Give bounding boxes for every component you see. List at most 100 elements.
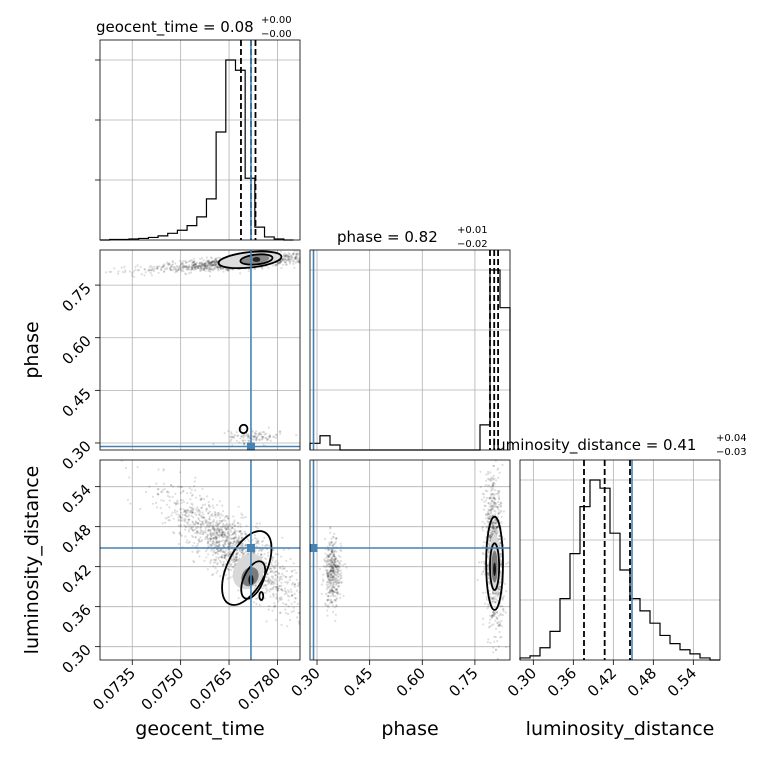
sample-point xyxy=(183,524,186,527)
sample-point xyxy=(208,275,211,278)
sample-point xyxy=(331,562,334,565)
sample-point xyxy=(148,266,151,269)
sample-point xyxy=(216,266,219,269)
sample-point xyxy=(498,491,501,494)
sample-point xyxy=(496,492,499,495)
sample-point xyxy=(293,585,296,588)
sample-point xyxy=(278,585,281,588)
sample-point xyxy=(177,516,180,519)
sample-point xyxy=(291,569,294,572)
sample-point xyxy=(271,564,274,567)
sample-point xyxy=(491,614,494,617)
sample-point xyxy=(486,490,489,493)
sample-point xyxy=(236,552,240,555)
sample-point xyxy=(236,540,239,544)
sample-point xyxy=(484,504,487,508)
sample-point xyxy=(215,257,218,260)
sample-point xyxy=(200,514,203,518)
sample-point xyxy=(271,588,275,591)
sample-point xyxy=(291,581,294,585)
sample-point xyxy=(268,604,271,607)
x-tick-label-phase: 0.75 xyxy=(445,664,481,700)
sample-point xyxy=(212,523,215,526)
sample-point xyxy=(224,525,227,528)
sample-point xyxy=(198,538,201,541)
sample-point xyxy=(197,538,200,542)
sample-point xyxy=(252,436,255,439)
sample-point xyxy=(294,583,297,586)
sample-point xyxy=(287,605,290,608)
sample-point xyxy=(489,477,492,480)
sample-point xyxy=(229,576,232,579)
sample-point xyxy=(294,597,297,600)
sample-point xyxy=(226,535,229,538)
sample-point xyxy=(242,552,246,556)
sample-point xyxy=(147,269,150,272)
sample-point xyxy=(489,517,492,520)
sample-point xyxy=(215,263,218,266)
sample-point xyxy=(212,263,215,266)
sample-point xyxy=(240,532,243,535)
sample-point xyxy=(213,536,216,540)
sample-point xyxy=(499,541,502,544)
sample-point xyxy=(231,527,234,530)
sample-point xyxy=(239,523,242,526)
sample-point xyxy=(270,580,273,583)
sample-point xyxy=(169,266,172,269)
sample-point xyxy=(177,502,180,505)
sample-point xyxy=(207,505,211,508)
sample-point xyxy=(220,534,223,537)
sample-point xyxy=(325,556,328,559)
sample-point xyxy=(338,561,341,564)
sample-point xyxy=(221,564,224,567)
sample-point xyxy=(215,520,218,523)
sample-point xyxy=(219,266,222,269)
sample-point xyxy=(295,254,298,257)
sample-point xyxy=(196,544,199,547)
sample-point xyxy=(215,260,218,263)
sample-point xyxy=(490,509,493,512)
sample-point xyxy=(215,260,218,263)
sample-point xyxy=(207,259,210,262)
sample-point xyxy=(331,610,335,614)
sample-point xyxy=(213,261,216,264)
sample-point xyxy=(479,470,482,473)
sample-point xyxy=(191,264,195,268)
sample-point xyxy=(264,557,267,560)
sample-point xyxy=(195,265,198,268)
sample-point xyxy=(265,558,268,561)
sample-point xyxy=(254,432,257,435)
sample-point xyxy=(494,635,497,639)
sample-point xyxy=(255,439,258,442)
sample-point xyxy=(192,261,195,264)
sample-point xyxy=(209,532,212,536)
sample-point xyxy=(156,492,159,495)
sample-point xyxy=(192,264,195,267)
sample-point xyxy=(237,536,240,539)
sample-point xyxy=(208,521,211,525)
sample-point xyxy=(132,270,135,273)
sample-point xyxy=(188,511,191,514)
sample-point xyxy=(280,267,283,270)
sample-point xyxy=(194,521,198,524)
sample-point xyxy=(332,590,335,593)
sample-point xyxy=(216,525,219,528)
sample-point xyxy=(331,604,334,607)
sample-point xyxy=(487,502,490,505)
sample-point xyxy=(227,553,230,557)
sample-point xyxy=(205,520,208,523)
sample-point xyxy=(266,554,270,557)
sample-point xyxy=(495,479,498,482)
sample-point xyxy=(180,511,183,514)
sample-point xyxy=(219,266,222,269)
sample-point xyxy=(324,537,327,541)
sample-point xyxy=(242,434,245,438)
sample-point xyxy=(156,488,159,491)
sample-point xyxy=(189,498,192,501)
sample-point xyxy=(330,573,333,577)
sample-point xyxy=(261,587,264,590)
x-tick-label-phase: 0.45 xyxy=(340,664,376,700)
sample-point xyxy=(326,581,329,584)
sample-point xyxy=(213,264,216,267)
sample-point xyxy=(178,266,181,269)
